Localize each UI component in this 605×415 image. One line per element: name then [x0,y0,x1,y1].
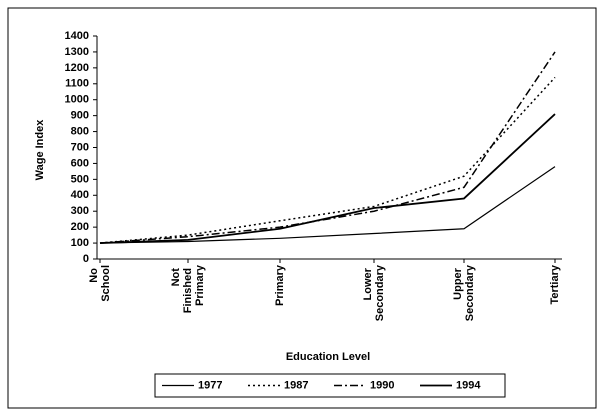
x-tick-label: Tertiary [549,264,561,304]
y-tick-label: 500 [71,173,89,185]
y-tick-label: 1200 [65,62,89,74]
y-tick-label: 1400 [65,30,89,42]
legend-label: 1994 [456,379,481,391]
y-tick-label: 0 [83,253,89,265]
x-tick-label: Not Finished Primary [170,264,206,313]
legend-label: 1977 [198,379,222,391]
y-tick-label: 800 [71,125,89,137]
y-axis-label: Wage Index [34,119,46,181]
legend-label: 1987 [284,379,308,391]
series-line [99,113,556,244]
x-tick-label: Primary [274,264,286,306]
y-tick-label: 1100 [65,78,89,90]
y-tick-label: 600 [71,157,89,169]
legend-label: 1990 [370,379,394,391]
legend-box [154,373,506,398]
y-tick-label: 900 [71,110,89,122]
y-tick-label: 1000 [65,94,89,106]
x-tick-label: Lower Secondary [362,264,386,321]
y-tick-label: 700 [71,141,89,153]
y-tick-label: 1300 [65,46,89,58]
series-line [99,166,556,244]
y-tick-label: 100 [71,237,89,249]
y-tick-label: 200 [71,221,89,233]
frame [7,7,597,409]
x-tick-label: No School [88,265,112,302]
y-tick-label: 300 [71,205,89,217]
x-axis-label: Education Level [286,351,370,363]
x-tick-label: Upper Secondary [452,264,476,321]
y-tick-label: 400 [71,189,89,201]
